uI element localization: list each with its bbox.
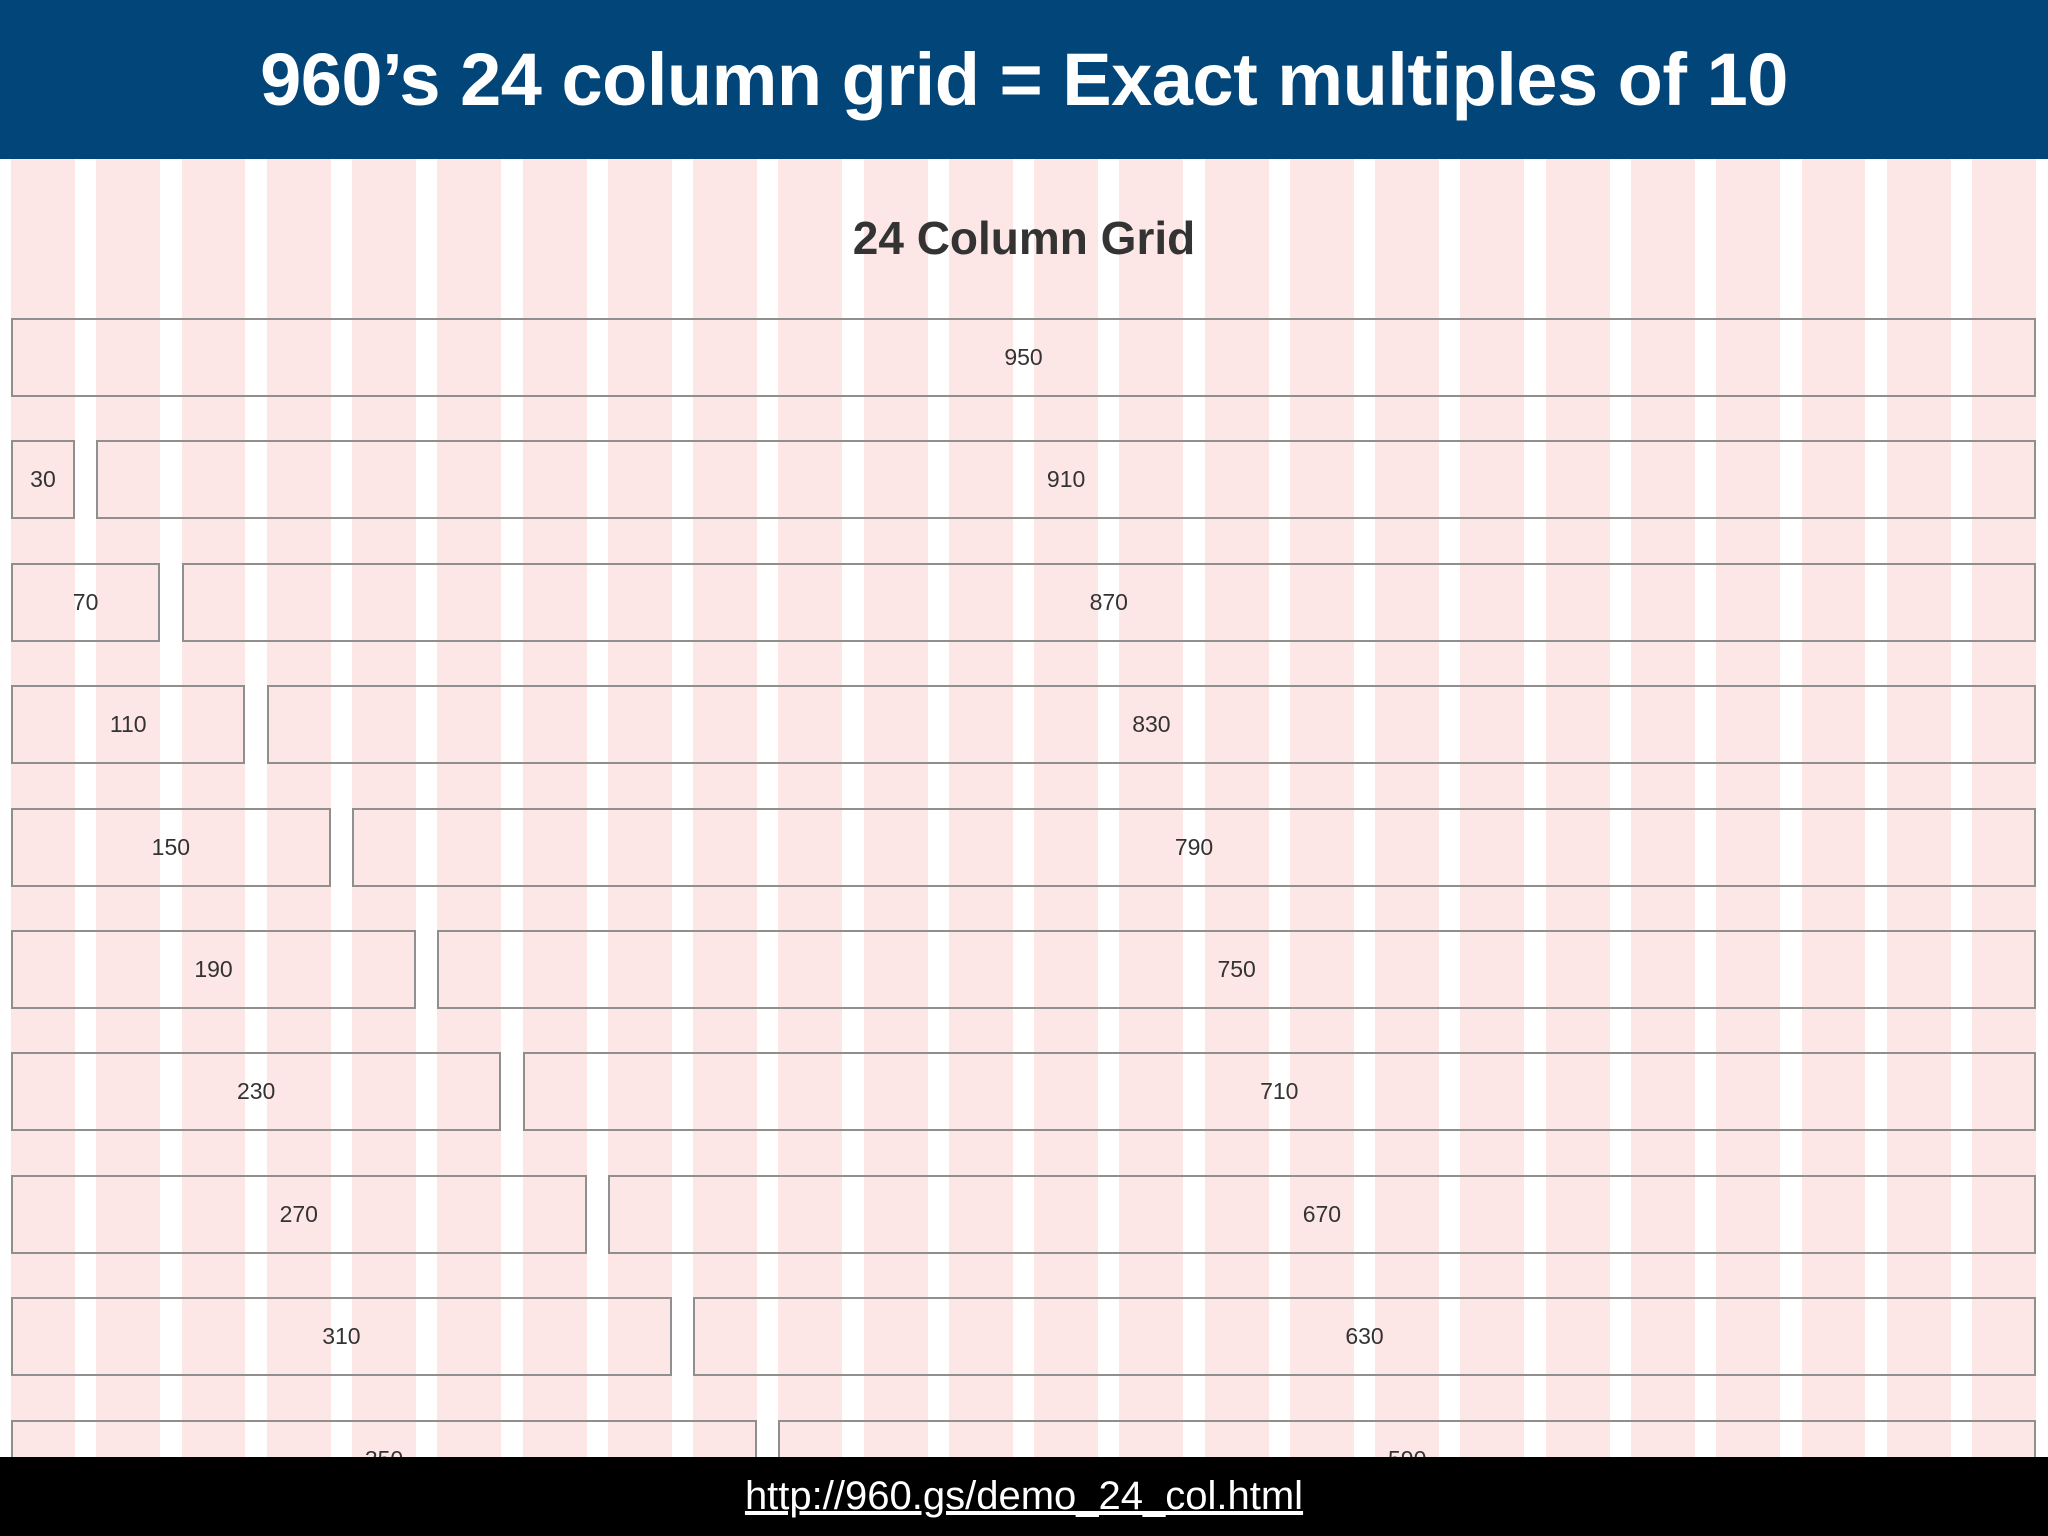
grid-box: 670 <box>607 1174 2036 1254</box>
grid-box: 590 <box>778 1419 2036 1457</box>
title-bar: 960’s 24 column grid = Exact multiples o… <box>0 0 2048 159</box>
grid-box: 710 <box>522 1052 2036 1132</box>
grid-box: 310 <box>11 1297 672 1377</box>
grid-box: 110 <box>11 685 246 765</box>
grid-demo-page: 24 Column Grid 950 30 910 70 870 110 830 150 790… <box>0 159 2048 1457</box>
grid-box: 950 <box>11 318 2036 397</box>
grid-box: 830 <box>266 685 2036 765</box>
grid-box: 150 <box>11 807 331 887</box>
demo-url-link[interactable]: http://960.gs/demo_24_col.html <box>744 1474 1304 1518</box>
slide-title: 960’s 24 column grid = Exact multiples o… <box>260 38 1788 121</box>
grid-box: 30 <box>11 440 75 520</box>
grid-box: 910 <box>96 440 2036 520</box>
grid-box: 70 <box>11 562 161 642</box>
grid-box: 870 <box>181 562 2036 642</box>
grid-box: 630 <box>693 1297 2036 1377</box>
grid-box: 350 <box>11 1419 758 1457</box>
grid-box: 750 <box>437 930 2036 1009</box>
grid-box: 190 <box>11 930 416 1009</box>
grid-box: 230 <box>11 1052 502 1132</box>
grid-box: 790 <box>352 807 2036 887</box>
grid-box: 270 <box>11 1174 587 1254</box>
footer-bar: http://960.gs/demo_24_col.html <box>0 1457 2048 1536</box>
demo-heading: 24 Column Grid <box>852 212 1196 264</box>
